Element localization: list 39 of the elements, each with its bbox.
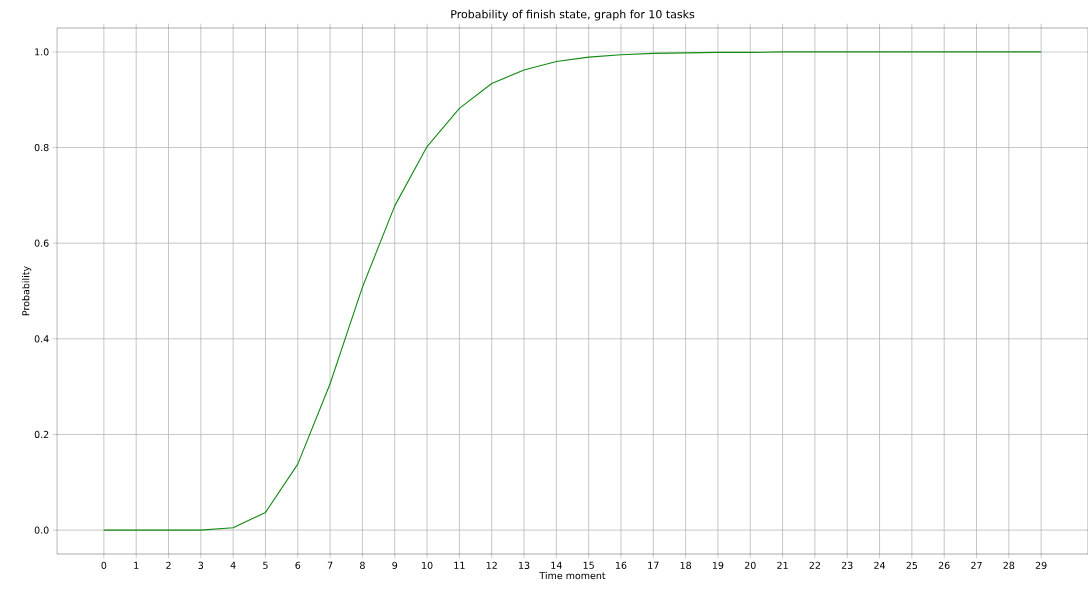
x-tick-label: 13 (519, 561, 530, 569)
y-tick-label: 1.0 (35, 48, 49, 56)
y-tick-label: 0.4 (34, 335, 49, 343)
x-tick-label: 21 (777, 561, 788, 569)
x-tick-label: 28 (1003, 561, 1015, 569)
chart-title: Probability of finish state, graph for 10 tasks (451, 9, 695, 21)
x-tick-label: 0 (101, 561, 107, 569)
x-tick-label: 14 (551, 561, 562, 569)
x-tick-label: 18 (680, 561, 692, 569)
x-tick-label: 1 (134, 561, 139, 569)
y-axis-title: Probability (22, 266, 32, 316)
x-tick-label: 23 (841, 561, 853, 569)
y-tick-label: 0.0 (34, 526, 49, 534)
x-tick-label: 17 (648, 561, 659, 569)
x-tick-label: 20 (744, 561, 756, 569)
x-axis-title: Time moment (539, 571, 606, 580)
y-tick-label: 0.2 (34, 430, 49, 439)
x-tick-label: 6 (295, 561, 301, 569)
x-tick-label: 29 (1035, 561, 1047, 569)
x-tick-label: 25 (906, 561, 918, 569)
x-tick-label: 9 (392, 561, 398, 569)
x-tick-label: 2 (166, 561, 171, 569)
x-tick-label: 10 (422, 561, 433, 569)
x-tick-label: 27 (971, 561, 982, 569)
x-tick-label: 15 (583, 561, 594, 569)
x-tick-label: 26 (938, 561, 950, 569)
x-tick-label: 24 (874, 561, 886, 569)
x-tick-label: 12 (486, 561, 497, 569)
x-tick-label: 4 (230, 561, 236, 569)
x-tick-label: 19 (712, 561, 724, 569)
y-tick-label: 0.6 (34, 239, 49, 247)
x-tick-label: 8 (360, 561, 365, 569)
y-tick-label: 0.8 (34, 143, 49, 152)
x-tick-label: 5 (263, 561, 268, 569)
x-tick-label: 3 (198, 561, 204, 569)
x-tick-label: 7 (327, 561, 333, 569)
x-tick-label: 22 (809, 561, 820, 569)
x-tick-label: 16 (615, 561, 627, 569)
x-tick-label: 11 (454, 561, 465, 569)
